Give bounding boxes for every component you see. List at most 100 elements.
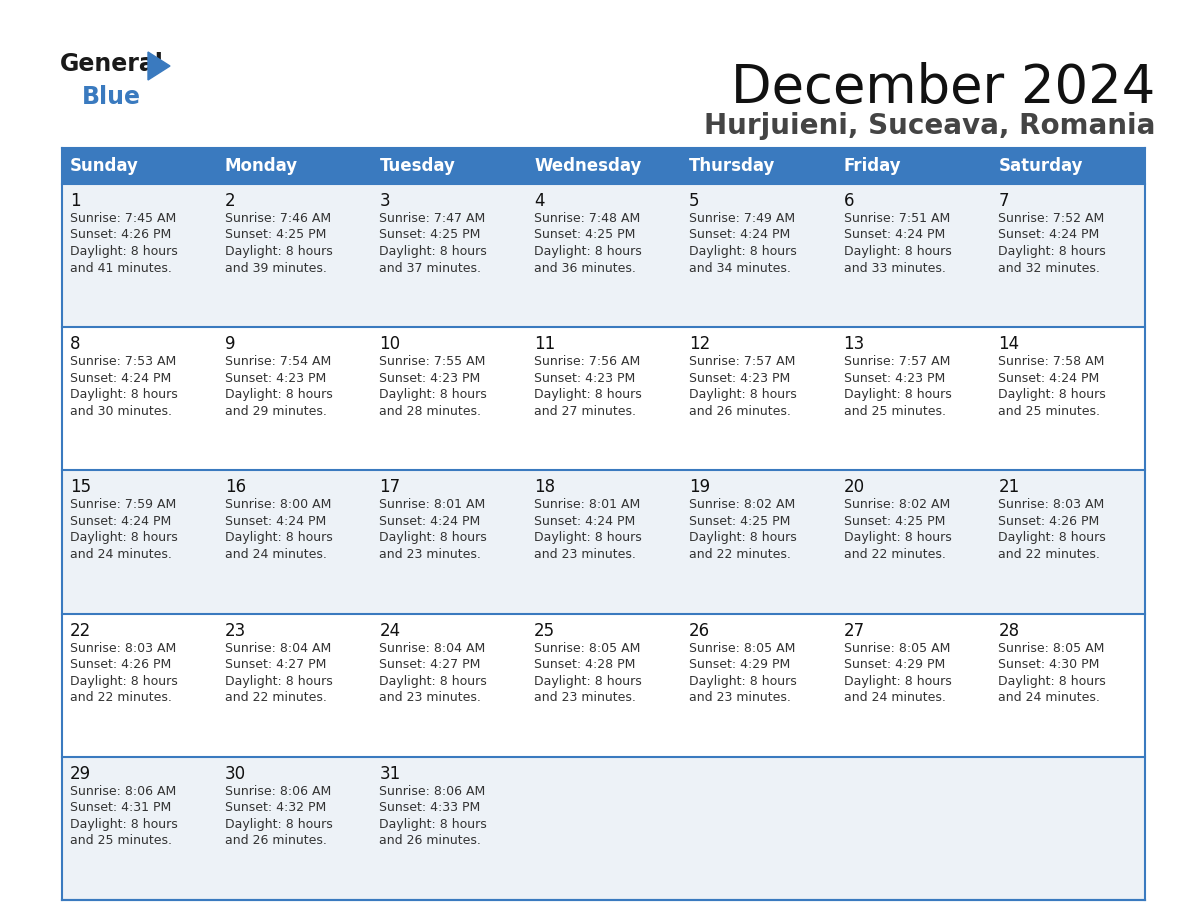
Text: Daylight: 8 hours: Daylight: 8 hours [535,388,642,401]
Text: Sunrise: 7:45 AM: Sunrise: 7:45 AM [70,212,176,225]
Text: Daylight: 8 hours: Daylight: 8 hours [70,245,178,258]
Bar [835,148,991,184]
Bar [216,470,372,613]
Bar [62,756,216,900]
Text: Sunset: 4:26 PM: Sunset: 4:26 PM [70,658,171,671]
Text: Sunrise: 7:46 AM: Sunrise: 7:46 AM [225,212,330,225]
Text: Sunset: 4:23 PM: Sunset: 4:23 PM [379,372,481,385]
Text: 18: 18 [535,478,555,497]
Text: Daylight: 8 hours: Daylight: 8 hours [535,532,642,544]
Text: 12: 12 [689,335,710,353]
Text: Sunrise: 8:03 AM: Sunrise: 8:03 AM [998,498,1105,511]
Text: Daylight: 8 hours: Daylight: 8 hours [843,675,952,688]
Bar [62,470,216,613]
Text: Sunset: 4:26 PM: Sunset: 4:26 PM [70,229,171,241]
Text: 19: 19 [689,478,710,497]
Text: Sunset: 4:25 PM: Sunset: 4:25 PM [689,515,790,528]
Text: and 39 minutes.: and 39 minutes. [225,262,327,274]
Text: Sunset: 4:29 PM: Sunset: 4:29 PM [843,658,944,671]
Bar [62,184,216,327]
Bar [216,756,372,900]
Text: and 24 minutes.: and 24 minutes. [998,691,1100,704]
Bar [372,756,526,900]
Bar [62,148,216,184]
Text: and 23 minutes.: and 23 minutes. [689,691,791,704]
Text: Daylight: 8 hours: Daylight: 8 hours [843,245,952,258]
Text: and 36 minutes.: and 36 minutes. [535,262,636,274]
Bar [216,613,372,756]
Text: Daylight: 8 hours: Daylight: 8 hours [689,388,797,401]
Text: Sunset: 4:31 PM: Sunset: 4:31 PM [70,801,171,814]
Text: Sunrise: 8:05 AM: Sunrise: 8:05 AM [689,642,795,655]
Text: Sunrise: 7:56 AM: Sunrise: 7:56 AM [535,355,640,368]
Text: 3: 3 [379,192,390,210]
Text: Sunset: 4:24 PM: Sunset: 4:24 PM [998,372,1100,385]
Text: 26: 26 [689,621,710,640]
Text: Sunrise: 8:06 AM: Sunrise: 8:06 AM [379,785,486,798]
Text: Daylight: 8 hours: Daylight: 8 hours [225,388,333,401]
Text: and 22 minutes.: and 22 minutes. [70,691,172,704]
Text: Daylight: 8 hours: Daylight: 8 hours [998,245,1106,258]
Text: Saturday: Saturday [998,157,1082,175]
Bar [681,756,835,900]
Text: Sunset: 4:24 PM: Sunset: 4:24 PM [843,229,944,241]
Text: and 32 minutes.: and 32 minutes. [998,262,1100,274]
Bar [526,184,681,327]
Text: and 22 minutes.: and 22 minutes. [689,548,791,561]
Text: Sunset: 4:28 PM: Sunset: 4:28 PM [535,658,636,671]
Text: Sunset: 4:23 PM: Sunset: 4:23 PM [225,372,326,385]
Text: and 29 minutes.: and 29 minutes. [225,405,327,418]
Bar [372,184,526,327]
Text: 7: 7 [998,192,1009,210]
Text: Sunrise: 7:48 AM: Sunrise: 7:48 AM [535,212,640,225]
Text: 24: 24 [379,621,400,640]
Text: Sunrise: 8:02 AM: Sunrise: 8:02 AM [843,498,950,511]
Text: Sunset: 4:23 PM: Sunset: 4:23 PM [689,372,790,385]
Text: Daylight: 8 hours: Daylight: 8 hours [535,675,642,688]
Text: 23: 23 [225,621,246,640]
Text: Sunset: 4:24 PM: Sunset: 4:24 PM [379,515,481,528]
Bar [216,148,372,184]
Text: and 34 minutes.: and 34 minutes. [689,262,791,274]
Text: Daylight: 8 hours: Daylight: 8 hours [70,675,178,688]
Text: Daylight: 8 hours: Daylight: 8 hours [225,818,333,831]
Bar [216,184,372,327]
Text: Sunday: Sunday [70,157,139,175]
Text: 31: 31 [379,765,400,783]
Text: Daylight: 8 hours: Daylight: 8 hours [843,388,952,401]
Polygon shape [148,52,170,80]
Text: and 33 minutes.: and 33 minutes. [843,262,946,274]
Bar [991,470,1145,613]
Text: and 30 minutes.: and 30 minutes. [70,405,172,418]
Bar [991,327,1145,470]
Text: Sunset: 4:24 PM: Sunset: 4:24 PM [689,229,790,241]
Bar [991,184,1145,327]
Text: Daylight: 8 hours: Daylight: 8 hours [225,675,333,688]
Text: 29: 29 [70,765,91,783]
Text: Wednesday: Wednesday [535,157,642,175]
Text: Daylight: 8 hours: Daylight: 8 hours [70,818,178,831]
Text: Sunset: 4:24 PM: Sunset: 4:24 PM [70,372,171,385]
Text: Daylight: 8 hours: Daylight: 8 hours [998,532,1106,544]
Text: and 24 minutes.: and 24 minutes. [70,548,172,561]
Text: Sunset: 4:25 PM: Sunset: 4:25 PM [535,229,636,241]
Text: Daylight: 8 hours: Daylight: 8 hours [998,388,1106,401]
Bar [835,756,991,900]
Text: Daylight: 8 hours: Daylight: 8 hours [225,245,333,258]
Bar [681,470,835,613]
Text: Sunrise: 7:54 AM: Sunrise: 7:54 AM [225,355,331,368]
Text: Sunrise: 7:55 AM: Sunrise: 7:55 AM [379,355,486,368]
Text: Sunset: 4:24 PM: Sunset: 4:24 PM [70,515,171,528]
Bar [835,613,991,756]
Bar [62,327,216,470]
Text: Sunrise: 8:04 AM: Sunrise: 8:04 AM [225,642,331,655]
Text: 15: 15 [70,478,91,497]
Text: and 41 minutes.: and 41 minutes. [70,262,172,274]
Text: Sunset: 4:24 PM: Sunset: 4:24 PM [998,229,1100,241]
Text: Daylight: 8 hours: Daylight: 8 hours [379,532,487,544]
Bar [526,327,681,470]
Text: Hurjuieni, Suceava, Romania: Hurjuieni, Suceava, Romania [703,112,1155,140]
Text: Sunset: 4:23 PM: Sunset: 4:23 PM [535,372,636,385]
Text: Sunset: 4:25 PM: Sunset: 4:25 PM [843,515,944,528]
Text: Sunset: 4:27 PM: Sunset: 4:27 PM [379,658,481,671]
